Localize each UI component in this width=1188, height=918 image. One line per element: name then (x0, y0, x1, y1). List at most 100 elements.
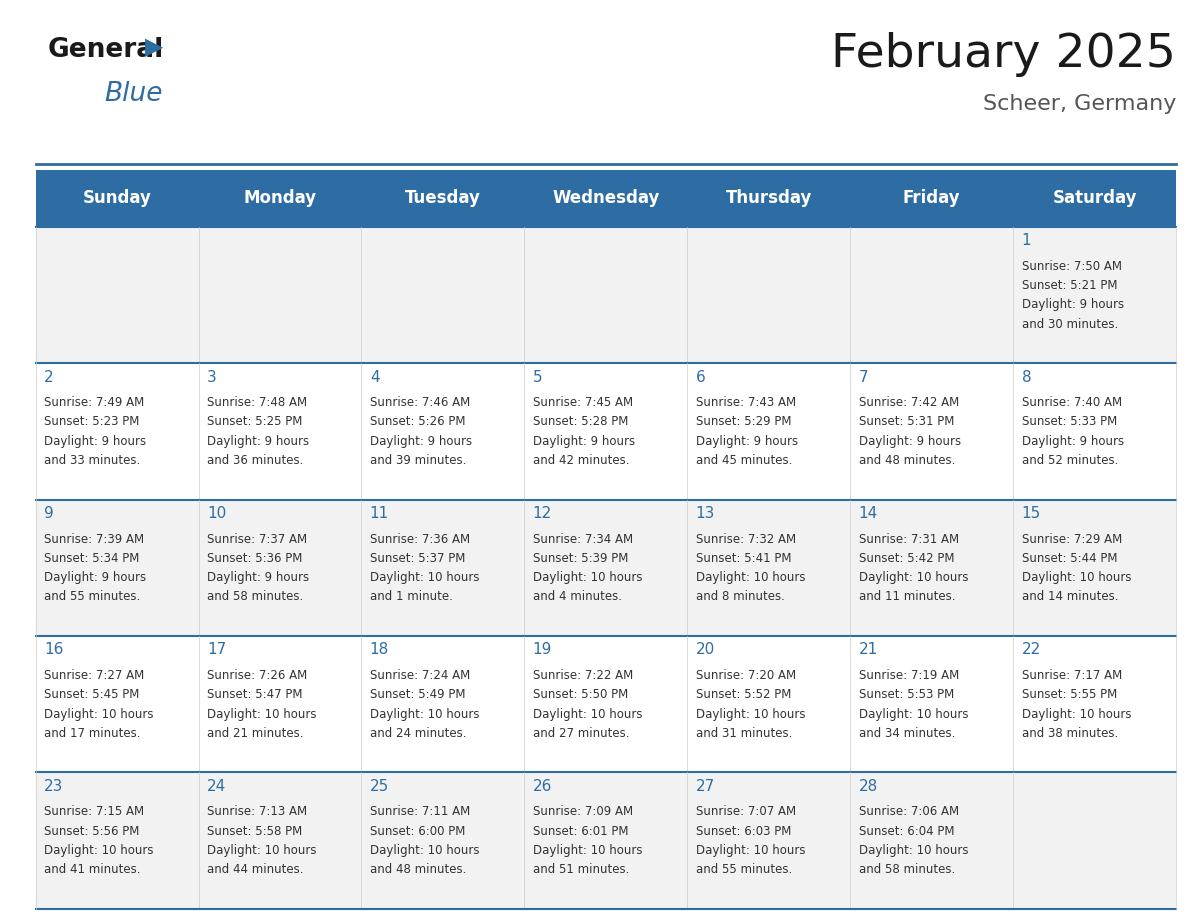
Text: Daylight: 10 hours: Daylight: 10 hours (369, 708, 479, 721)
Text: Sunset: 5:26 PM: Sunset: 5:26 PM (369, 416, 466, 429)
Text: and 33 minutes.: and 33 minutes. (44, 454, 140, 467)
Text: 24: 24 (207, 778, 226, 794)
Text: Daylight: 10 hours: Daylight: 10 hours (1022, 571, 1131, 584)
Text: Sunday: Sunday (83, 189, 152, 207)
Text: Daylight: 9 hours: Daylight: 9 hours (44, 571, 146, 584)
Text: Daylight: 10 hours: Daylight: 10 hours (207, 844, 316, 857)
Bar (36, 170, 1176, 227)
Text: Sunrise: 7:17 AM: Sunrise: 7:17 AM (1022, 669, 1121, 682)
Text: Sunrise: 7:31 AM: Sunrise: 7:31 AM (859, 532, 959, 545)
Text: Daylight: 10 hours: Daylight: 10 hours (696, 571, 805, 584)
Text: Sunrise: 7:49 AM: Sunrise: 7:49 AM (44, 397, 144, 409)
Text: Daylight: 10 hours: Daylight: 10 hours (1022, 708, 1131, 721)
Text: Sunset: 6:00 PM: Sunset: 6:00 PM (369, 824, 466, 838)
Text: 3: 3 (207, 370, 216, 385)
Text: and 21 minutes.: and 21 minutes. (207, 727, 303, 740)
Text: Sunrise: 7:22 AM: Sunrise: 7:22 AM (532, 669, 633, 682)
Text: Thursday: Thursday (726, 189, 811, 207)
Text: 27: 27 (696, 778, 715, 794)
Text: Sunrise: 7:27 AM: Sunrise: 7:27 AM (44, 669, 144, 682)
Text: Sunrise: 7:34 AM: Sunrise: 7:34 AM (532, 532, 633, 545)
Text: 20: 20 (696, 643, 715, 657)
Text: 16: 16 (44, 643, 63, 657)
Text: Daylight: 10 hours: Daylight: 10 hours (44, 844, 153, 857)
Text: Friday: Friday (903, 189, 961, 207)
Text: Daylight: 10 hours: Daylight: 10 hours (532, 571, 643, 584)
Text: Sunset: 5:49 PM: Sunset: 5:49 PM (369, 688, 466, 701)
Text: Sunrise: 7:06 AM: Sunrise: 7:06 AM (859, 805, 959, 819)
Text: Sunset: 5:44 PM: Sunset: 5:44 PM (1022, 552, 1117, 565)
Text: and 38 minutes.: and 38 minutes. (1022, 727, 1118, 740)
Text: and 31 minutes.: and 31 minutes. (696, 727, 792, 740)
Text: Sunrise: 7:45 AM: Sunrise: 7:45 AM (532, 397, 633, 409)
Text: 11: 11 (369, 506, 388, 521)
Text: Saturday: Saturday (1053, 189, 1137, 207)
Text: 12: 12 (532, 506, 552, 521)
Text: Sunrise: 7:13 AM: Sunrise: 7:13 AM (207, 805, 307, 819)
Text: Daylight: 10 hours: Daylight: 10 hours (369, 844, 479, 857)
Text: 2: 2 (44, 370, 53, 385)
Text: Sunset: 5:21 PM: Sunset: 5:21 PM (1022, 279, 1117, 292)
Text: 5: 5 (532, 370, 543, 385)
Text: Sunset: 5:47 PM: Sunset: 5:47 PM (207, 688, 303, 701)
Text: Sunrise: 7:40 AM: Sunrise: 7:40 AM (1022, 397, 1121, 409)
Text: Daylight: 10 hours: Daylight: 10 hours (44, 708, 153, 721)
Text: 4: 4 (369, 370, 379, 385)
Text: Sunrise: 7:20 AM: Sunrise: 7:20 AM (696, 669, 796, 682)
Text: and 4 minutes.: and 4 minutes. (532, 590, 621, 603)
Text: 9: 9 (44, 506, 53, 521)
Text: Sunrise: 7:50 AM: Sunrise: 7:50 AM (1022, 260, 1121, 273)
Text: Sunset: 5:34 PM: Sunset: 5:34 PM (44, 552, 139, 565)
Text: General: General (48, 37, 164, 62)
Text: and 1 minute.: and 1 minute. (369, 590, 453, 603)
Text: and 44 minutes.: and 44 minutes. (207, 863, 303, 877)
Text: Sunrise: 7:29 AM: Sunrise: 7:29 AM (1022, 532, 1121, 545)
Text: Monday: Monday (244, 189, 316, 207)
Text: Blue: Blue (105, 81, 163, 106)
Text: Wednesday: Wednesday (552, 189, 659, 207)
Text: and 58 minutes.: and 58 minutes. (859, 863, 955, 877)
Text: 8: 8 (1022, 370, 1031, 385)
Text: and 14 minutes.: and 14 minutes. (1022, 590, 1118, 603)
Text: Sunset: 5:23 PM: Sunset: 5:23 PM (44, 416, 139, 429)
Text: Sunrise: 7:42 AM: Sunrise: 7:42 AM (859, 397, 959, 409)
Text: and 51 minutes.: and 51 minutes. (532, 863, 630, 877)
Text: Sunrise: 7:48 AM: Sunrise: 7:48 AM (207, 397, 307, 409)
Text: and 39 minutes.: and 39 minutes. (369, 454, 466, 467)
Text: 14: 14 (859, 506, 878, 521)
Text: Sunrise: 7:19 AM: Sunrise: 7:19 AM (859, 669, 959, 682)
Text: Sunset: 5:28 PM: Sunset: 5:28 PM (532, 416, 628, 429)
Text: Sunset: 5:36 PM: Sunset: 5:36 PM (207, 552, 302, 565)
Text: Sunset: 5:52 PM: Sunset: 5:52 PM (696, 688, 791, 701)
Text: Daylight: 10 hours: Daylight: 10 hours (859, 844, 968, 857)
Text: Tuesday: Tuesday (405, 189, 481, 207)
Bar (36, 499, 1176, 636)
Text: Daylight: 9 hours: Daylight: 9 hours (207, 571, 309, 584)
Text: Sunrise: 7:15 AM: Sunrise: 7:15 AM (44, 805, 144, 819)
Text: 7: 7 (859, 370, 868, 385)
Text: 6: 6 (696, 370, 706, 385)
Text: and 48 minutes.: and 48 minutes. (859, 454, 955, 467)
Text: and 11 minutes.: and 11 minutes. (859, 590, 955, 603)
Text: Daylight: 10 hours: Daylight: 10 hours (369, 571, 479, 584)
Text: Sunset: 5:58 PM: Sunset: 5:58 PM (207, 824, 302, 838)
Text: Sunset: 5:53 PM: Sunset: 5:53 PM (859, 688, 954, 701)
Text: Sunset: 5:42 PM: Sunset: 5:42 PM (859, 552, 954, 565)
Text: 17: 17 (207, 643, 226, 657)
Text: Daylight: 9 hours: Daylight: 9 hours (44, 435, 146, 448)
Text: and 36 minutes.: and 36 minutes. (207, 454, 303, 467)
Text: Daylight: 10 hours: Daylight: 10 hours (207, 708, 316, 721)
Text: and 17 minutes.: and 17 minutes. (44, 727, 140, 740)
Text: and 42 minutes.: and 42 minutes. (532, 454, 630, 467)
Text: Sunset: 5:50 PM: Sunset: 5:50 PM (532, 688, 628, 701)
Text: Sunset: 5:55 PM: Sunset: 5:55 PM (1022, 688, 1117, 701)
Text: Sunset: 6:01 PM: Sunset: 6:01 PM (532, 824, 628, 838)
Text: February 2025: February 2025 (832, 32, 1176, 77)
Text: Sunrise: 7:11 AM: Sunrise: 7:11 AM (369, 805, 470, 819)
Text: Daylight: 10 hours: Daylight: 10 hours (532, 844, 643, 857)
Text: 28: 28 (859, 778, 878, 794)
Text: and 48 minutes.: and 48 minutes. (369, 863, 466, 877)
Text: 13: 13 (696, 506, 715, 521)
Text: Sunrise: 7:26 AM: Sunrise: 7:26 AM (207, 669, 308, 682)
Text: Sunset: 6:03 PM: Sunset: 6:03 PM (696, 824, 791, 838)
